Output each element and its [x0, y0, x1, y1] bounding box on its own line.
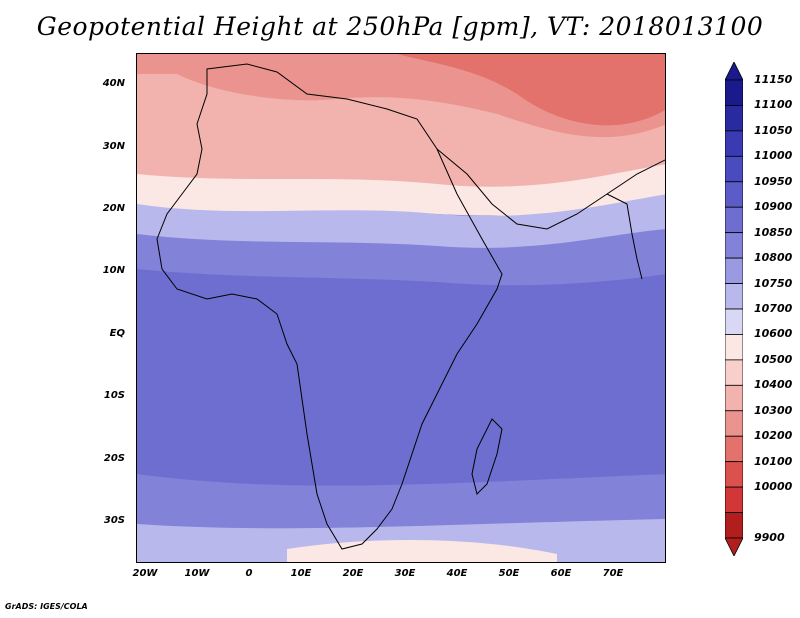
- colorbar-label: 10800: [754, 251, 793, 264]
- colorbar-label: 10950: [754, 175, 793, 188]
- lat-label-30n: 30N: [102, 141, 125, 152]
- colorbar-label: 10750: [754, 277, 793, 290]
- colorbar-swatch: [725, 283, 743, 310]
- lat-label-20s: 20S: [103, 453, 125, 464]
- lat-label-eq: EQ: [109, 328, 125, 339]
- colorbar-label: 10400: [754, 378, 793, 391]
- lon-label-40e: 40E: [446, 568, 468, 579]
- credit-text: GrADS: IGES/COLA: [5, 602, 88, 611]
- colorbar-swatch: [725, 181, 743, 208]
- colorbar-swatch: [725, 130, 743, 157]
- lon-label-0: 0: [245, 568, 253, 579]
- colorbar-label: 10850: [754, 226, 793, 239]
- field-band-pale-red: [137, 164, 665, 216]
- colorbar-label: 11150: [754, 73, 793, 86]
- field-band-blue: [137, 229, 665, 286]
- colorbar-swatch: [725, 257, 743, 284]
- colorbar-swatch: [725, 232, 743, 259]
- india-coast: [606, 193, 643, 280]
- colorbar-label: 10600: [754, 327, 793, 340]
- lon-label-20w: 20W: [132, 568, 158, 579]
- colorbar-top-arrow: [725, 62, 743, 81]
- lon-label-50e: 50E: [498, 568, 520, 579]
- colorbar-label: 11050: [754, 124, 793, 137]
- field-band-deep-red: [397, 54, 665, 126]
- colorbar-swatch: [725, 384, 743, 412]
- arabian-coast: [436, 148, 665, 230]
- lat-label-20n: 20N: [102, 203, 125, 214]
- colorbar-label: 11000: [754, 149, 793, 162]
- colorbar-label: 11100: [754, 98, 793, 111]
- colorbar-swatch: [725, 206, 743, 234]
- madagascar: [471, 418, 503, 495]
- colorbar-label: 9900: [754, 531, 785, 544]
- colorbar-label: 10500: [754, 353, 793, 366]
- colorbar-label: 10700: [754, 302, 793, 315]
- colorbar-label: 10100: [754, 455, 793, 468]
- colorbar-swatch: [725, 410, 743, 437]
- lon-label-10w: 10W: [184, 568, 210, 579]
- lon-label-20e: 20E: [342, 568, 364, 579]
- colorbar-swatch: [725, 486, 743, 513]
- colorbar-swatch: [725, 435, 743, 463]
- lat-label-30s: 30S: [103, 515, 125, 526]
- lat-label-10n: 10N: [102, 265, 125, 276]
- lon-label-10e: 10E: [290, 568, 312, 579]
- field-band-light-blue: [137, 194, 665, 251]
- lat-label-10s: 10S: [103, 390, 125, 401]
- lon-label-70e: 70E: [602, 568, 624, 579]
- map-title: Geopotential Height at 250hPa [gpm], VT:…: [36, 12, 764, 41]
- colorbar-swatch: [725, 105, 743, 132]
- colorbar: [725, 62, 743, 556]
- colorbar-swatch: [725, 334, 743, 361]
- colorbar-bottom-arrow: [725, 537, 743, 556]
- colorbar-label: 10900: [754, 200, 793, 213]
- lon-label-60e: 60E: [550, 568, 572, 579]
- colorbar-swatch: [725, 461, 743, 488]
- colorbar-label: 10300: [754, 404, 793, 417]
- colorbar-label: 10000: [754, 480, 793, 493]
- colorbar-swatch: [725, 308, 743, 335]
- colorbar-swatch: [725, 359, 743, 386]
- lat-label-40n: 40N: [102, 78, 125, 89]
- colorbar-swatch: [725, 155, 743, 183]
- lon-label-30e: 30E: [394, 568, 416, 579]
- colorbar-swatch: [725, 79, 743, 106]
- colorbar-swatch: [725, 512, 743, 539]
- map-panel: [136, 53, 666, 563]
- colorbar-label: 10200: [754, 429, 793, 442]
